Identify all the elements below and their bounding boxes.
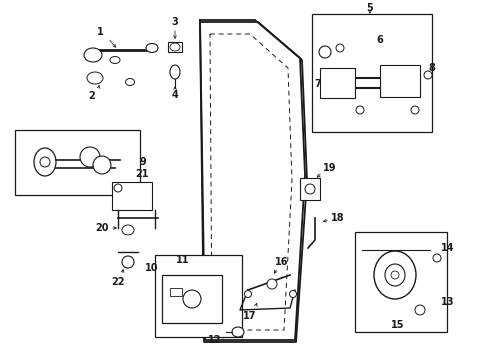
Ellipse shape: [432, 254, 440, 262]
Text: 5: 5: [366, 3, 373, 13]
Ellipse shape: [373, 251, 415, 299]
Text: 7: 7: [314, 79, 321, 89]
Text: 8: 8: [427, 63, 434, 73]
Bar: [162, 275, 222, 323]
Ellipse shape: [244, 291, 251, 297]
Ellipse shape: [84, 48, 102, 62]
Ellipse shape: [93, 156, 111, 174]
Text: 3: 3: [171, 17, 178, 27]
Ellipse shape: [122, 225, 134, 235]
Text: 2: 2: [88, 91, 95, 101]
Text: 4: 4: [171, 90, 178, 100]
Ellipse shape: [114, 184, 122, 192]
Text: 16: 16: [275, 257, 288, 267]
Text: 11: 11: [176, 255, 189, 265]
Bar: [15, 130, 140, 195]
Bar: [168, 42, 182, 52]
Ellipse shape: [80, 147, 100, 167]
Bar: [299, 178, 319, 200]
Text: 19: 19: [323, 163, 336, 173]
Ellipse shape: [305, 184, 314, 194]
Ellipse shape: [87, 72, 103, 84]
Text: 6: 6: [376, 35, 383, 45]
Bar: [319, 68, 354, 98]
Ellipse shape: [266, 279, 276, 289]
Bar: [155, 255, 242, 337]
Ellipse shape: [34, 148, 56, 176]
Text: 18: 18: [330, 213, 344, 223]
Ellipse shape: [146, 44, 158, 53]
Text: 17: 17: [243, 311, 256, 321]
Bar: [379, 65, 419, 97]
Ellipse shape: [125, 78, 134, 85]
Ellipse shape: [110, 57, 120, 63]
Ellipse shape: [384, 264, 404, 286]
Ellipse shape: [355, 106, 363, 114]
Text: 14: 14: [440, 243, 454, 253]
Text: 9: 9: [140, 157, 146, 167]
Text: 15: 15: [390, 320, 404, 330]
Ellipse shape: [390, 271, 398, 279]
Bar: [311, 14, 431, 132]
Text: 10: 10: [145, 263, 159, 273]
Ellipse shape: [414, 305, 424, 315]
Text: 13: 13: [440, 297, 454, 307]
Text: 20: 20: [95, 223, 108, 233]
Ellipse shape: [335, 44, 343, 52]
Ellipse shape: [40, 157, 50, 167]
Bar: [354, 232, 446, 332]
Text: 1: 1: [97, 27, 103, 37]
Text: 12: 12: [208, 335, 221, 345]
Ellipse shape: [318, 46, 330, 58]
Ellipse shape: [289, 291, 296, 297]
Text: 21: 21: [135, 169, 148, 179]
Ellipse shape: [231, 327, 244, 337]
Ellipse shape: [170, 43, 180, 51]
Ellipse shape: [423, 71, 431, 79]
Ellipse shape: [170, 65, 180, 79]
Ellipse shape: [183, 290, 201, 308]
Bar: [170, 288, 182, 296]
Ellipse shape: [410, 106, 418, 114]
Ellipse shape: [122, 256, 134, 268]
Text: 22: 22: [111, 277, 124, 287]
Bar: [112, 182, 152, 210]
